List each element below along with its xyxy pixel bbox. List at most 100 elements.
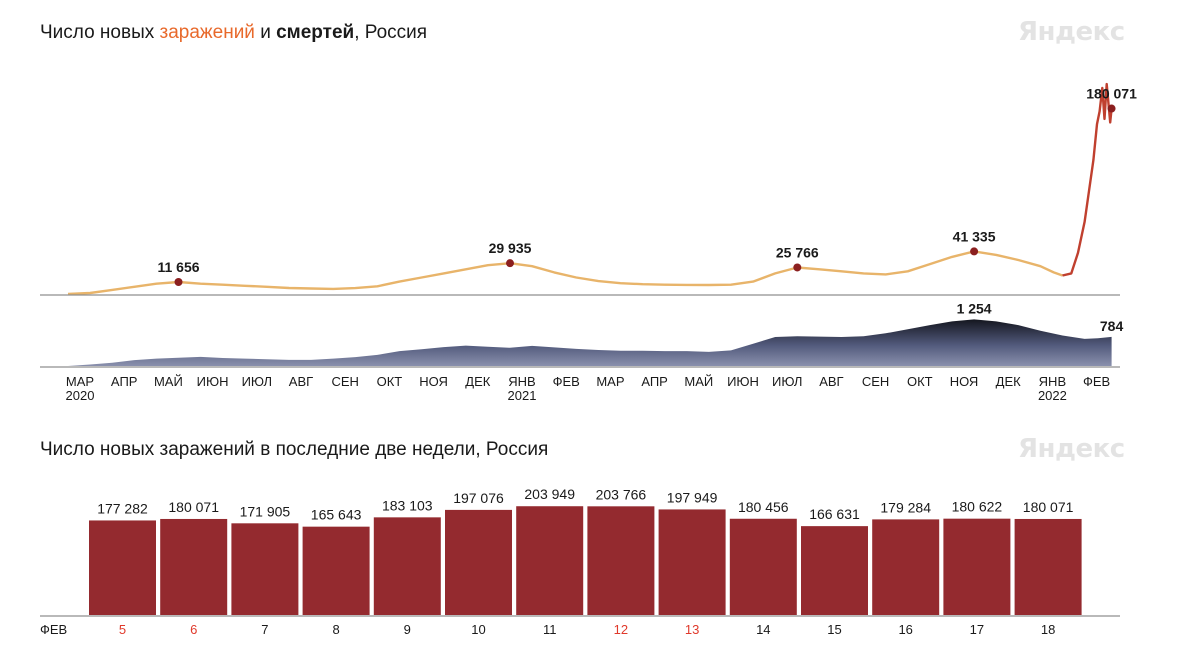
bar: [587, 506, 655, 615]
x-tick-label: 14: [756, 622, 770, 637]
bar-value-label: 203 766: [596, 486, 647, 502]
deaths-series: [68, 319, 1112, 366]
chart1-title-infections: заражений: [159, 22, 255, 43]
yandex-logo-2: Яндекс: [1018, 434, 1125, 464]
bar-value-label: 177 282: [97, 500, 148, 516]
x-tick-label: ИЮЛ: [772, 374, 802, 389]
infections-line: [67, 250, 1063, 296]
x-tick-label: 8: [332, 622, 339, 637]
x-tick-label: ЯНВ: [1039, 374, 1066, 389]
bar-value-label: 180 071: [168, 499, 219, 515]
x-tick-label: 7: [261, 622, 268, 637]
chart1-title-deaths: смертей: [276, 22, 355, 43]
infections-peak-marker: [970, 247, 979, 256]
bar-value-label: 179 284: [880, 499, 931, 515]
x-tick-label: 11: [543, 622, 557, 637]
infections-peak-marker: [506, 259, 514, 268]
x-tick-label: ИЮЛ: [242, 374, 272, 389]
x-tick-label: НОЯ: [419, 374, 448, 389]
chart1-title-part: , Россия: [354, 22, 428, 43]
x-tick-label: ФЕВ: [553, 374, 580, 389]
bar: [872, 519, 940, 615]
deaths-peak-label: 784: [1100, 318, 1124, 334]
deaths-area: [68, 319, 1112, 366]
bar: [943, 518, 1011, 615]
infections-peak-label: 41 335: [953, 228, 996, 244]
bar-value-label: 203 949: [524, 486, 575, 502]
yandex-logo: Яндекс: [1018, 17, 1125, 47]
x-tick-label: ОКТ: [907, 374, 933, 389]
infections-peak-marker: [174, 277, 183, 286]
x-tick-label: АПР: [641, 374, 668, 389]
bar: [302, 526, 370, 615]
bar-value-label: 183 103: [382, 497, 433, 513]
x-tick-label: СЕН: [331, 374, 358, 389]
x-tick-label: ДЕК: [465, 374, 490, 389]
infections-peak-label: 29 935: [489, 240, 532, 256]
x-tick-label: АВГ: [819, 374, 843, 389]
x-tick-label: 15: [827, 622, 841, 637]
bar-value-label: 197 949: [667, 489, 718, 505]
x-tick-label: ИЮН: [197, 374, 229, 389]
bar-value-label: 180 071: [1023, 499, 1074, 515]
infections-series: [67, 82, 1113, 296]
x-tick-label: 13: [685, 622, 699, 637]
x-tick-label: 18: [1041, 622, 1055, 637]
x-tick-label: ОКТ: [377, 374, 403, 389]
x-tick-year: 2020: [66, 388, 95, 403]
x-tick-label: 5: [119, 622, 126, 637]
infections-line-recent: [1062, 82, 1113, 277]
x-tick-label: МАР: [66, 374, 94, 389]
x-tick-label: МАЙ: [154, 374, 183, 389]
month-label: ФЕВ: [40, 622, 67, 637]
bar: [89, 520, 156, 615]
bar-value-label: 180 456: [738, 499, 789, 515]
chart2-title: Число новых заражений в последние две не…: [40, 439, 549, 460]
chart1-title-part: и: [254, 22, 277, 43]
x-tick-label: АПР: [111, 374, 138, 389]
infections-peak-label: 25 766: [776, 244, 819, 260]
chart1-annotations: 11 656 29 935 25 766 41 335 180 071 1 254 784: [157, 86, 1137, 334]
bar: [1014, 518, 1082, 615]
infections-peak-marker: [1107, 104, 1116, 113]
bar-value-label: 166 631: [809, 506, 860, 522]
x-tick-label: ИЮН: [727, 374, 759, 389]
infections-peak-label: 11 656: [157, 259, 199, 275]
x-tick-year: 2021: [508, 388, 537, 403]
bar: [231, 523, 299, 615]
x-tick-label: 16: [898, 622, 912, 637]
chart1-title: Число новых заражений и смертей, Россия: [40, 22, 427, 44]
x-tick-label: 9: [404, 622, 411, 637]
x-tick-label: 10: [471, 622, 485, 637]
bar: [729, 518, 797, 615]
x-tick-label: МАЙ: [684, 374, 713, 389]
x-tick-label: АВГ: [289, 374, 313, 389]
x-tick-label: 17: [970, 622, 984, 637]
bars: 177 282 180 071 171 905 165 643 183 103 197 0…: [89, 486, 1082, 615]
two-weeks-bar-chart: 177 282 180 071 171 905 165 643 183 103 197 0…: [40, 486, 1120, 637]
x-tick-year: 2022: [1038, 388, 1067, 403]
bar: [801, 526, 868, 615]
bar-value-label: 180 622: [952, 499, 1003, 515]
x-tick-label: МАР: [596, 374, 624, 389]
chart1-title-part: Число новых: [40, 22, 160, 43]
x-tick-label: 6: [190, 622, 197, 637]
chart2-axes: 5 6 7 8 9 10 11 12 13 14 15 16 17 18 ФЕВ: [40, 615, 1120, 637]
infections-peak-label: 180 071: [1086, 86, 1137, 102]
bar: [373, 517, 441, 615]
x-tick-label: ДЕК: [996, 374, 1021, 389]
infections-peak-marker: [793, 263, 802, 272]
x-tick-label: СЕН: [862, 374, 889, 389]
bar: [160, 518, 228, 615]
deaths-peak-label: 1 254: [957, 300, 992, 316]
bar: [445, 509, 512, 615]
x-tick-label: НОЯ: [950, 374, 979, 389]
x-tick-label: 12: [614, 622, 628, 637]
x-tick-label: ФЕВ: [1083, 374, 1110, 389]
bar: [658, 509, 726, 615]
bar-value-label: 165 643: [311, 507, 362, 523]
x-tick-label: ЯНВ: [508, 374, 535, 389]
bar-value-label: 197 076: [453, 490, 504, 506]
